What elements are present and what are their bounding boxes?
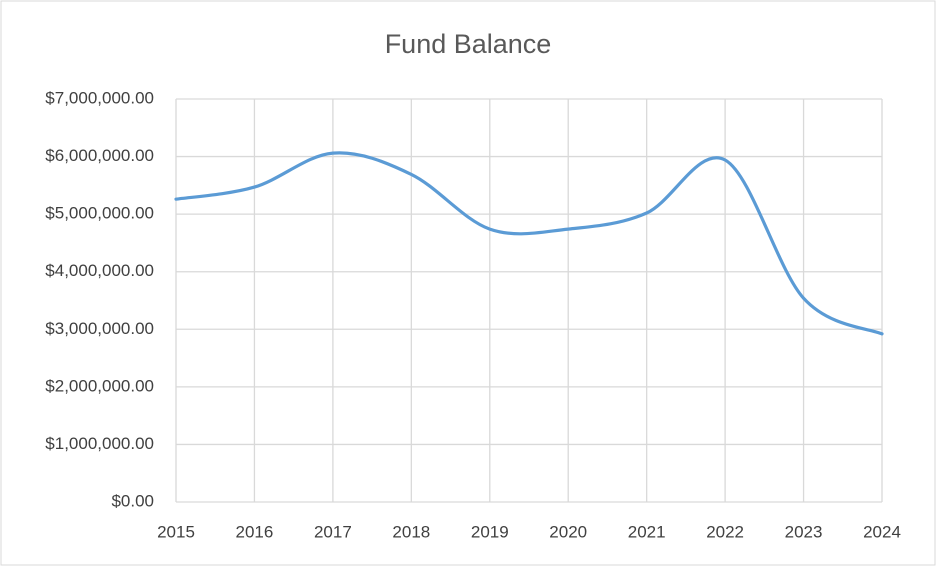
chart-title: Fund Balance xyxy=(385,29,552,59)
x-tick-label: 2020 xyxy=(549,522,587,541)
x-tick-label: 2022 xyxy=(706,522,744,541)
y-tick-label: $5,000,000.00 xyxy=(45,204,154,223)
y-tick-label: $3,000,000.00 xyxy=(45,319,154,338)
x-tick-label: 2018 xyxy=(392,522,430,541)
y-tick-label: $1,000,000.00 xyxy=(45,434,154,453)
y-tick-label: $6,000,000.00 xyxy=(45,146,154,165)
x-tick-label: 2017 xyxy=(314,522,352,541)
line xyxy=(174,151,884,336)
x-tick-label: 2024 xyxy=(863,522,901,541)
y-tick-label: $2,000,000.00 xyxy=(45,376,154,395)
x-tick-label: 2019 xyxy=(471,522,509,541)
x-tick-label: 2016 xyxy=(236,522,274,541)
y-tick-label: $4,000,000.00 xyxy=(45,261,154,280)
y-tick-label: $0.00 xyxy=(111,491,154,510)
x-tick-label: 2021 xyxy=(628,522,666,541)
x-tick-label: 2023 xyxy=(785,522,823,541)
x-tick-label: 2015 xyxy=(157,522,195,541)
y-tick-label: $7,000,000.00 xyxy=(45,88,154,107)
